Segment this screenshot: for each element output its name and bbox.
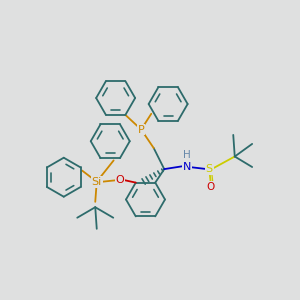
Text: H: H [183,150,190,160]
Text: Si: Si [92,177,102,187]
Text: O: O [116,175,124,185]
Text: O: O [207,182,215,191]
Text: N: N [183,162,191,172]
Text: P: P [138,124,145,134]
Text: S: S [206,164,213,174]
